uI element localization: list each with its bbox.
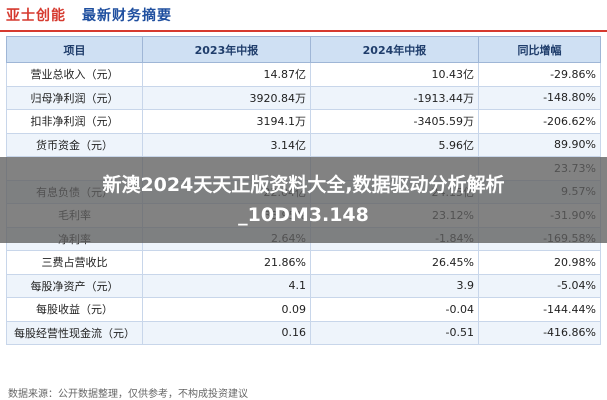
value-2024: -1913.44万	[309, 85, 479, 110]
data-source-note: 数据来源：公开数据整理，仅供参考，不构成投资建议	[8, 389, 248, 400]
value-2024: 10.43亿	[309, 62, 479, 87]
value-2023: 4.1	[141, 273, 311, 298]
table-row: 每股净资产（元） 4.1 3.9 -5.04%	[6, 273, 602, 298]
change-pct: 20.98%	[477, 250, 602, 275]
value-2023: 21.86%	[141, 250, 311, 275]
change-pct: -29.86%	[477, 62, 602, 87]
value-2023: 3920.84万	[141, 85, 311, 110]
value-2024: -0.51	[309, 320, 479, 345]
overlay-caption: 新澳2024天天正版资料大全,数据驱动分析解析 _10DM3.148	[0, 170, 607, 230]
value-2024: 26.45%	[309, 250, 479, 275]
value-2023: 14.87亿	[141, 62, 311, 87]
table-row: 归母净利润（元） 3920.84万 -1913.44万 -148.80%	[6, 85, 602, 110]
col-header-item: 项目	[6, 36, 143, 63]
row-label: 归母净利润（元）	[6, 85, 143, 110]
value-2023: 0.16	[141, 320, 311, 345]
row-label: 每股净资产（元）	[6, 273, 143, 298]
value-2024: -3405.59万	[309, 109, 479, 134]
row-label: 扣非净利润（元）	[6, 109, 143, 134]
row-label: 三费占营收比	[6, 250, 143, 275]
value-2023: 3.14亿	[141, 132, 311, 157]
page-title: 最新财务摘要	[82, 8, 172, 24]
overlay-band	[0, 157, 607, 243]
col-header-2024: 2024年中报	[309, 36, 479, 63]
table-row: 营业总收入（元） 14.87亿 10.43亿 -29.86%	[6, 62, 602, 87]
change-pct: -144.44%	[477, 297, 602, 322]
value-2024: 5.96亿	[309, 132, 479, 157]
overlay-line-1: 新澳2024天天正版资料大全,数据驱动分析解析	[102, 174, 505, 196]
page-header: 亚士创能 最新财务摘要	[0, 0, 607, 30]
table-row: 每股收益（元） 0.09 -0.04 -144.44%	[6, 297, 602, 322]
value-2023: 3194.1万	[141, 109, 311, 134]
change-pct: -5.04%	[477, 273, 602, 298]
overlay-line-2: _10DM3.148	[238, 204, 369, 226]
table-row: 每股经营性现金流（元） 0.16 -0.51 -416.86%	[6, 320, 602, 345]
value-2024: -0.04	[309, 297, 479, 322]
row-label: 营业总收入（元）	[6, 62, 143, 87]
header-divider	[0, 30, 607, 32]
table-row: 三费占营收比 21.86% 26.45% 20.98%	[6, 250, 602, 275]
row-label: 每股经营性现金流（元）	[6, 320, 143, 345]
col-header-2023: 2023年中报	[141, 36, 311, 63]
brand-name: 亚士创能	[6, 8, 66, 24]
table-row: 扣非净利润（元） 3194.1万 -3405.59万 -206.62%	[6, 109, 602, 134]
change-pct: -148.80%	[477, 85, 602, 110]
row-label: 每股收益（元）	[6, 297, 143, 322]
row-label: 货币资金（元）	[6, 132, 143, 157]
change-pct: -416.86%	[477, 320, 602, 345]
value-2023: 0.09	[141, 297, 311, 322]
change-pct: 89.90%	[477, 132, 602, 157]
value-2024: 3.9	[309, 273, 479, 298]
col-header-change: 同比增幅	[477, 36, 602, 63]
table-header-row: 项目 2023年中报 2024年中报 同比增幅	[6, 36, 602, 63]
table-row: 货币资金（元） 3.14亿 5.96亿 89.90%	[6, 132, 602, 157]
change-pct: -206.62%	[477, 109, 602, 134]
